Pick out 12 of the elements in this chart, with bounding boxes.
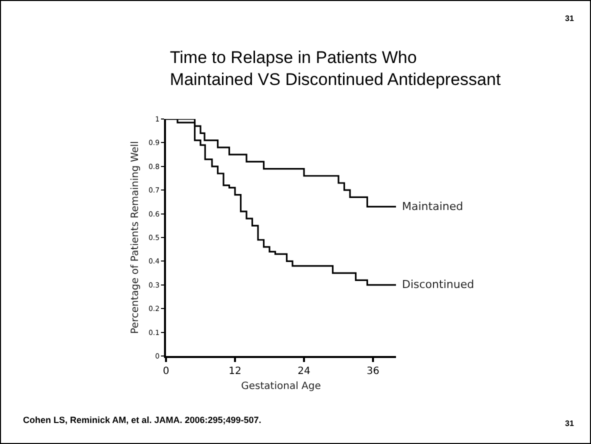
x-tick-label: 24 bbox=[298, 366, 310, 377]
series-label: Discontinued bbox=[402, 278, 474, 291]
text: Cohen LS, Reminick AM, et al. JAMA. 2006:295;499-507. bbox=[23, 415, 262, 425]
x-tick-label: 36 bbox=[366, 366, 380, 377]
x-axis-title: Gestational Age bbox=[241, 381, 321, 392]
x-tick-label: 12 bbox=[228, 366, 242, 377]
chart-title: Time to Relapse in Patients Who Maintained VS Discontinued Antidepressant bbox=[170, 48, 501, 89]
text: 31 bbox=[565, 14, 574, 23]
text: 31 bbox=[565, 419, 574, 428]
x-tick-label: 0 bbox=[162, 366, 170, 377]
y-axis-title: Percentage of Patients Remaining Well bbox=[130, 141, 141, 334]
series-label: Maintained bbox=[402, 200, 464, 213]
